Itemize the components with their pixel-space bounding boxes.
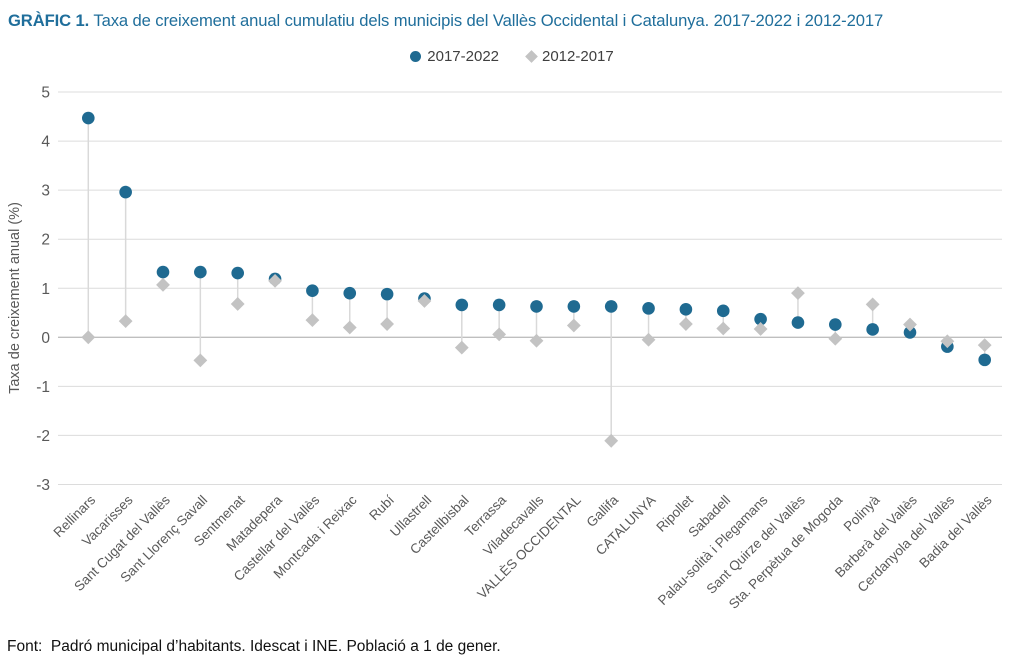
point-2012-2017 <box>81 330 96 345</box>
point-2017-2022 <box>829 318 842 331</box>
y-tick-label: -3 <box>36 477 50 494</box>
point-2012-2017 <box>828 331 843 346</box>
point-2012-2017 <box>492 327 507 342</box>
point-2012-2017 <box>753 322 768 336</box>
point-2012-2017 <box>865 297 880 312</box>
legend-circle-icon <box>410 51 422 62</box>
point-2017-2022 <box>978 353 991 367</box>
point-2012-2017 <box>529 333 544 348</box>
point-2017-2022 <box>380 287 394 301</box>
y-tick-label: 3 <box>41 183 50 200</box>
point-2012-2017 <box>977 338 992 353</box>
point-2012-2017 <box>716 321 731 336</box>
point-2017-2022 <box>119 185 132 199</box>
point-2012-2017 <box>454 340 469 355</box>
point-2017-2022 <box>791 316 805 329</box>
point-2017-2022 <box>530 300 543 313</box>
point-2017-2022 <box>642 302 655 315</box>
chart-title-text: Taxa de creixement anual cumulatiu dels … <box>89 11 884 30</box>
point-2017-2022 <box>567 300 581 313</box>
y-axis-title: Taxa de creixement anual (%) <box>7 202 23 394</box>
legend-label-2017-2022: 2017-2022 <box>427 48 499 65</box>
point-2017-2022 <box>866 323 879 336</box>
point-2017-2022 <box>604 300 618 313</box>
point-2017-2022 <box>82 111 95 125</box>
y-tick-label: -2 <box>36 428 50 445</box>
point-2017-2022 <box>754 312 767 326</box>
point-2012-2017 <box>380 317 394 331</box>
point-2017-2022 <box>903 326 917 339</box>
chart-legend: 2017-2022 2012-2017 <box>0 48 1024 65</box>
legend-label-2012-2017: 2012-2017 <box>542 48 614 65</box>
point-2012-2017 <box>193 353 208 368</box>
y-tick-label: 5 <box>41 85 50 102</box>
point-2012-2017 <box>118 314 133 329</box>
point-2017-2022 <box>343 286 357 300</box>
point-2012-2017 <box>305 313 320 328</box>
point-2017-2022 <box>306 284 319 298</box>
point-2012-2017 <box>268 273 282 288</box>
y-tick-label: 2 <box>41 232 50 249</box>
point-2017-2022 <box>716 304 730 318</box>
point-2012-2017 <box>903 317 917 332</box>
point-2017-2022 <box>231 266 244 280</box>
legend-item-2017-2022: 2017-2022 <box>410 48 499 65</box>
point-2012-2017 <box>566 318 581 333</box>
point-2017-2022 <box>679 303 693 316</box>
point-2012-2017 <box>417 294 432 308</box>
y-tick-label: 4 <box>41 134 50 151</box>
point-2012-2017 <box>156 277 170 292</box>
point-2017-2022 <box>194 265 207 279</box>
point-2012-2017 <box>604 433 619 448</box>
point-2012-2017 <box>791 286 805 301</box>
y-tick-label: 0 <box>41 330 50 347</box>
source-note: Font: Padró municipal d’habitants. Idesc… <box>7 638 501 655</box>
y-tick-label: -1 <box>36 379 50 396</box>
point-2012-2017 <box>230 297 245 311</box>
point-2012-2017 <box>641 332 656 347</box>
y-tick-label: 1 <box>41 281 50 298</box>
chart-title-prefix: GRÀFIC 1. <box>8 11 90 30</box>
x-tick-label: Rubí <box>366 492 397 523</box>
point-2012-2017 <box>940 334 955 349</box>
point-2017-2022 <box>492 298 506 312</box>
chart-title: GRÀFIC 1. Taxa de creixement anual cumul… <box>8 11 1018 31</box>
point-2017-2022 <box>156 265 170 279</box>
point-2017-2022 <box>455 298 469 312</box>
legend-item-2012-2017: 2012-2017 <box>525 48 614 65</box>
point-2012-2017 <box>342 320 357 335</box>
point-2012-2017 <box>679 317 693 331</box>
